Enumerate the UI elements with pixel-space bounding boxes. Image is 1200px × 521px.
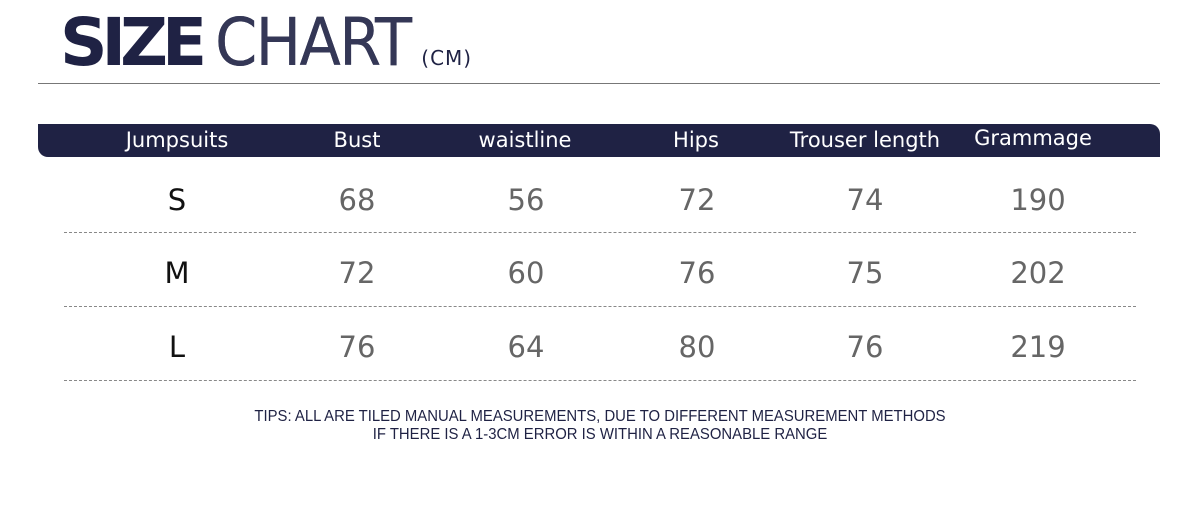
table-cell: 56: [507, 183, 545, 217]
table-cell: 219: [1010, 330, 1066, 364]
page-title: SIZE CHART (CM): [60, 4, 472, 82]
table-cell: 76: [678, 256, 716, 290]
table-header: Jumpsuits Bust waistline Hips Trouser le…: [38, 124, 1160, 157]
column-header: Jumpsuits: [125, 128, 229, 152]
column-header: Bust: [333, 128, 381, 152]
table-cell: 64: [507, 330, 545, 364]
column-header: Hips: [673, 128, 719, 152]
row-divider: [64, 306, 1136, 307]
title-light: CHART: [215, 4, 412, 81]
title-bold: SIZE: [60, 4, 207, 81]
table-cell: 60: [507, 256, 545, 290]
measurement-tips: TIPS: ALL ARE TILED MANUAL MEASUREMENTS,…: [42, 408, 1158, 444]
table-row: M 72 60 76 75 202: [0, 253, 1200, 293]
table-cell: 202: [1010, 256, 1066, 290]
table-cell: 74: [846, 183, 884, 217]
table-row: L 76 64 80 76 219: [0, 327, 1200, 367]
table-cell: 72: [338, 256, 376, 290]
title-divider: [38, 83, 1160, 84]
row-divider: [64, 232, 1136, 233]
column-header: Grammage: [974, 126, 1092, 150]
tips-line-1: TIPS: ALL ARE TILED MANUAL MEASUREMENTS,…: [254, 408, 946, 425]
row-divider: [64, 380, 1136, 381]
table-cell: 72: [678, 183, 716, 217]
table-cell: 80: [678, 330, 716, 364]
column-header: Trouser length: [789, 128, 941, 152]
table-cell: 76: [846, 330, 884, 364]
column-header: waistline: [478, 128, 572, 152]
tips-line-2: IF THERE IS A 1-3CM ERROR IS WITHIN A RE…: [372, 426, 828, 443]
table-cell: 76: [338, 330, 376, 364]
size-label: M: [164, 256, 190, 290]
size-label: L: [168, 330, 186, 364]
title-unit: (CM): [421, 46, 473, 70]
table-cell: 68: [338, 183, 376, 217]
table-row: S 68 56 72 74 190: [0, 180, 1200, 220]
table-cell: 75: [846, 256, 884, 290]
size-label: S: [167, 183, 187, 217]
table-cell: 190: [1010, 183, 1066, 217]
